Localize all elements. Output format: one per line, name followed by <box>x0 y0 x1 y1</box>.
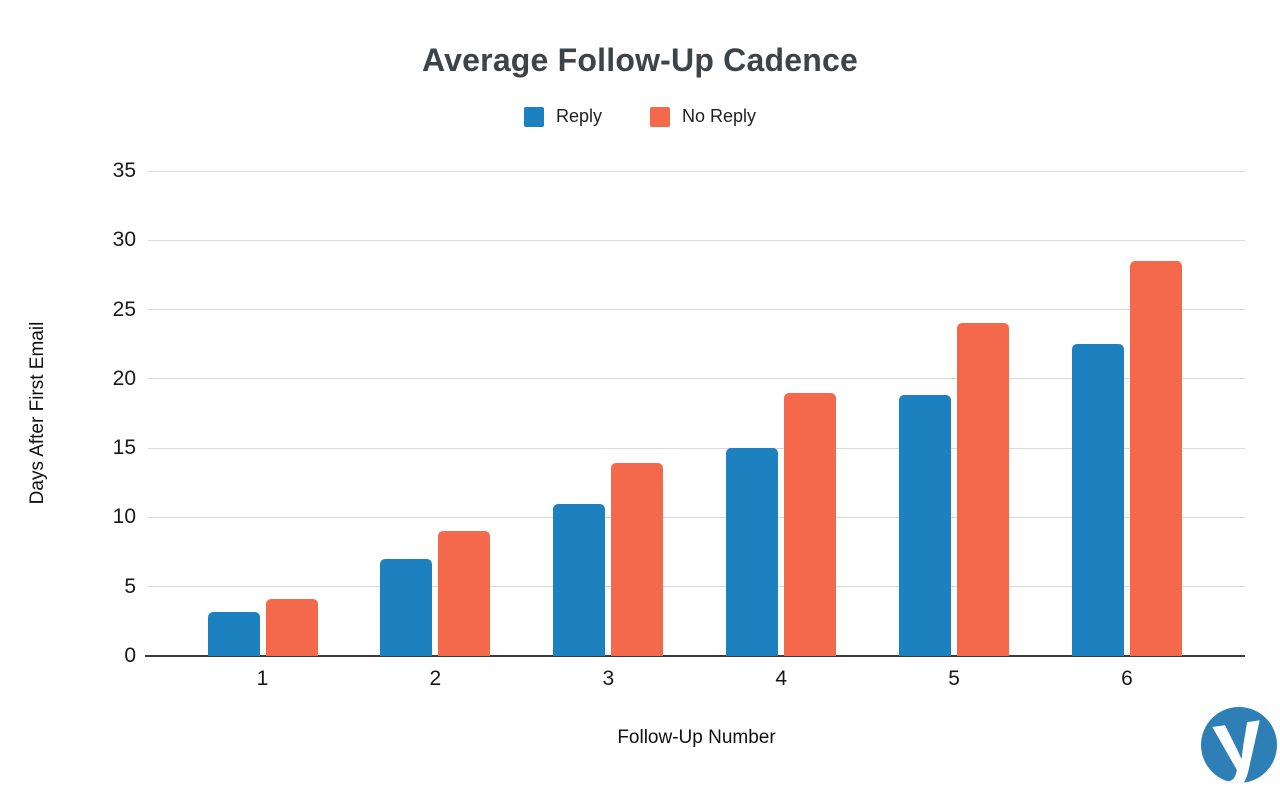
x-tick-label-1: 1 <box>256 667 269 690</box>
y-tick-label-15: 15 <box>112 436 136 460</box>
bar-no-reply-6 <box>1130 261 1182 656</box>
gridline-35 <box>148 170 1245 172</box>
legend-item-reply: Reply <box>523 106 602 127</box>
y-tick-label-0: 0 <box>124 644 136 667</box>
y-tick-label-5: 5 <box>124 574 136 598</box>
svg-text:y: y <box>1207 706 1269 786</box>
x-axis-title: Follow-Up Number <box>617 727 776 748</box>
bar-reply-1 <box>207 611 260 656</box>
gridline-20 <box>148 378 1245 380</box>
y-tick-label-35: 35 <box>112 159 136 182</box>
bar-reply-2 <box>380 559 433 656</box>
bar-no-reply-5 <box>957 323 1010 656</box>
legend-label-no-reply: No Reply <box>682 106 757 126</box>
bar-reply-5 <box>899 395 952 656</box>
bar-reply-4 <box>726 448 779 656</box>
gridline-10 <box>148 516 1245 518</box>
bar-reply-6 <box>1072 344 1124 656</box>
x-tick-label-5: 5 <box>948 667 960 690</box>
gridline-5 <box>148 586 1245 588</box>
legend: Reply No Reply <box>0 106 1280 127</box>
x-tick-label-4: 4 <box>775 667 788 690</box>
legend-item-no-reply: No Reply <box>650 106 756 127</box>
y-tick-label-20: 20 <box>112 366 136 390</box>
bar-no-reply-4 <box>784 392 837 656</box>
y-axis-title: Days After First Email <box>27 321 48 505</box>
bar-no-reply-2 <box>438 531 491 656</box>
chart-title: Average Follow-Up Cadence <box>422 42 858 78</box>
yesware-logo-icon: y <box>1201 706 1277 786</box>
y-tick-label-30: 30 <box>112 228 136 252</box>
x-tick-label-3: 3 <box>602 667 615 690</box>
bar-reply-3 <box>553 503 606 656</box>
x-tick-label-2: 2 <box>429 667 442 690</box>
gridline-15 <box>148 447 1245 449</box>
x-axis-line <box>145 655 1245 657</box>
y-tick-label-10: 10 <box>112 505 136 529</box>
x-tick-label-6: 6 <box>1121 667 1133 690</box>
yesware-logo: y <box>1199 706 1279 786</box>
legend-label-reply: Reply <box>555 106 602 126</box>
gridline-25 <box>148 309 1245 311</box>
gridline-30 <box>148 239 1245 241</box>
bar-no-reply-1 <box>265 599 318 656</box>
legend-swatch-reply <box>523 106 544 127</box>
y-tick-label-25: 25 <box>112 297 136 321</box>
bar-no-reply-3 <box>611 463 664 656</box>
legend-swatch-no-reply <box>650 106 670 127</box>
